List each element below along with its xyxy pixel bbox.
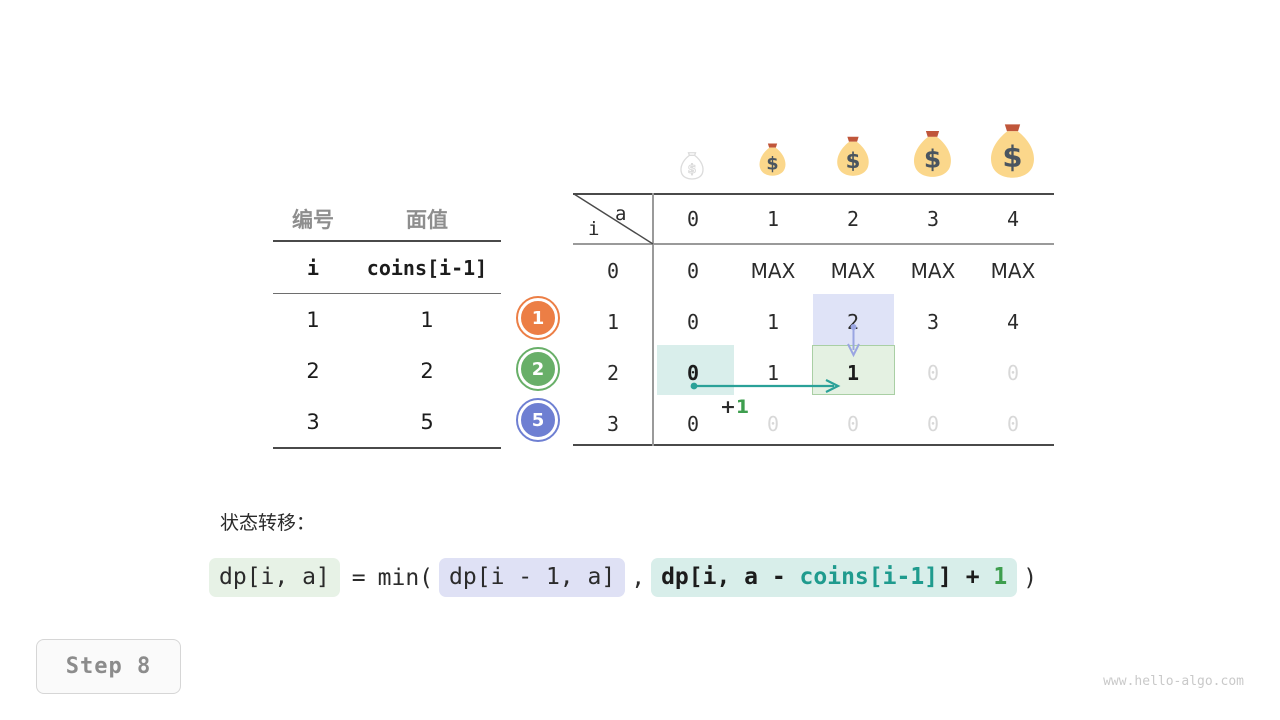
- dp-col-header-0: 0: [686, 207, 700, 231]
- coin-badge-1-ring: [516, 296, 560, 340]
- formula-arg2: dp[i, a - coins[i-1]] + 1: [651, 558, 1018, 597]
- coin-badge-5-label: 5: [531, 409, 545, 431]
- coins-table-header-coins: coins[i-1]: [366, 255, 488, 280]
- dp-col-header-1: 1: [766, 207, 780, 231]
- money-bag-icon: $: [759, 143, 786, 176]
- dp-row-header-2: 2: [606, 361, 620, 385]
- dp-cell-0-4: MAX: [990, 259, 1036, 283]
- corner-diagonal-icon: [573, 193, 654, 245]
- coins-row-1-value: 1: [420, 307, 434, 332]
- coin-badge-5: 5: [519, 401, 557, 439]
- coins-table-rule-top: [273, 240, 501, 242]
- plus-one-annotation: +1: [720, 396, 749, 418]
- formula-arg2-prefix: dp[i, a -: [661, 564, 800, 590]
- dp-col-header-4: 4: [1006, 207, 1020, 231]
- coins-table-rule-mid: [273, 293, 501, 294]
- vertical-transition-arrow-icon: [847, 324, 860, 358]
- svg-text:$: $: [1002, 140, 1022, 174]
- svg-text:$: $: [688, 162, 697, 176]
- dp-rule-bottom: [573, 444, 1054, 446]
- formula-arg2-plus-value: 1: [993, 564, 1008, 590]
- dp-cell-3-2: 0: [846, 412, 860, 436]
- dp-rule-top: [573, 193, 1054, 195]
- svg-text:$: $: [846, 149, 861, 174]
- dp-row-header-0: 0: [606, 259, 620, 283]
- coin-badge-1-label: 1: [531, 307, 545, 329]
- dp-row-header-1: 1: [606, 310, 620, 334]
- dp-corner-row-label: i: [588, 218, 600, 240]
- coins-row-1-index: 1: [306, 307, 320, 332]
- formula-arg2-coins: coins[i-1]: [799, 564, 939, 590]
- dp-cell-0-0: 0: [686, 259, 700, 283]
- dp-cell-3-0: 0: [686, 412, 700, 436]
- watermark: www.hello-algo.com: [1103, 674, 1244, 689]
- formula-equals: =: [351, 564, 366, 591]
- table-row: 1 1: [273, 294, 501, 345]
- coin-badge-2: 2: [519, 350, 557, 388]
- money-bag-empty-icon: $: [680, 152, 704, 180]
- money-bag-icon: $: [991, 124, 1034, 178]
- coin-badge-2-label: 2: [531, 358, 545, 380]
- coins-denomination-table: 编号 面值 i coins[i-1] 1 1 2 2 3 5: [273, 198, 501, 449]
- coins-row-2-index: 2: [306, 358, 320, 383]
- dp-cell-2-0: 0: [686, 361, 700, 385]
- horizontal-transition-arrow-icon: [690, 379, 841, 393]
- plus-amount: 1: [735, 396, 750, 418]
- plus-sign: +: [720, 396, 736, 418]
- dp-cell-0-3: MAX: [910, 259, 956, 283]
- money-bag-icon: $: [913, 130, 952, 177]
- dp-cell-2-3: 0: [926, 361, 940, 385]
- coin-badge-5-ring: [516, 398, 560, 442]
- dp-cell-2-4: 0: [1006, 361, 1020, 385]
- coins-table-header-i: i: [306, 255, 320, 280]
- dp-col-header-3: 3: [926, 207, 940, 231]
- coins-row-3-index: 3: [306, 409, 320, 434]
- dp-rule-vertical: [652, 193, 654, 446]
- svg-text:$: $: [766, 154, 778, 174]
- dp-cell-1-1: 1: [766, 310, 780, 334]
- coin-badge-1: 1: [519, 299, 557, 337]
- state-transition-formula: dp[i, a] = min( dp[i - 1, a] , dp[i, a -…: [209, 558, 1043, 597]
- formula-min-open: min(: [377, 564, 434, 591]
- dp-cell-2-1: 1: [766, 361, 780, 385]
- coins-table-title-row: 编号 面值: [273, 198, 501, 240]
- dp-cell-3-4: 0: [1006, 412, 1020, 436]
- formula-arg2-close: ] +: [938, 564, 994, 590]
- formula-lhs: dp[i, a]: [209, 558, 340, 597]
- coins-row-3-value: 5: [420, 409, 434, 434]
- dp-rule-header: [573, 243, 1054, 245]
- dp-cell-2-2: 1: [846, 361, 860, 385]
- table-row: 2 2: [273, 345, 501, 396]
- dp-cell-3-1: 0: [766, 412, 780, 436]
- coins-table-header-row: i coins[i-1]: [273, 242, 501, 293]
- formula-arg1: dp[i - 1, a]: [439, 558, 626, 597]
- coins-table-rule-bottom: [273, 447, 501, 449]
- dp-cell-1-3: 3: [926, 310, 940, 334]
- coins-row-2-value: 2: [420, 358, 434, 383]
- coin-badge-2-ring: [516, 347, 560, 391]
- money-bag-icon: $: [837, 136, 869, 176]
- dp-cell-0-1: MAX: [750, 259, 796, 283]
- transition-label: 状态转移：: [220, 512, 316, 534]
- dp-col-header-2: 2: [846, 207, 860, 231]
- formula-comma: ,: [631, 564, 646, 591]
- dp-corner-col-label: a: [615, 203, 627, 225]
- dp-row-header-3: 3: [606, 412, 620, 436]
- table-row: 3 5: [273, 396, 501, 447]
- dp-cell-3-3: 0: [926, 412, 940, 436]
- dp-cell-1-4: 4: [1006, 310, 1020, 334]
- dp-cell-0-2: MAX: [830, 259, 876, 283]
- step-badge: Step 8: [36, 639, 181, 694]
- formula-paren-close: ): [1023, 564, 1038, 591]
- coins-table-title-no: 编号: [292, 208, 334, 232]
- coins-table-title-value: 面值: [406, 208, 448, 232]
- dp-cell-1-0: 0: [686, 310, 700, 334]
- svg-text:$: $: [924, 145, 941, 174]
